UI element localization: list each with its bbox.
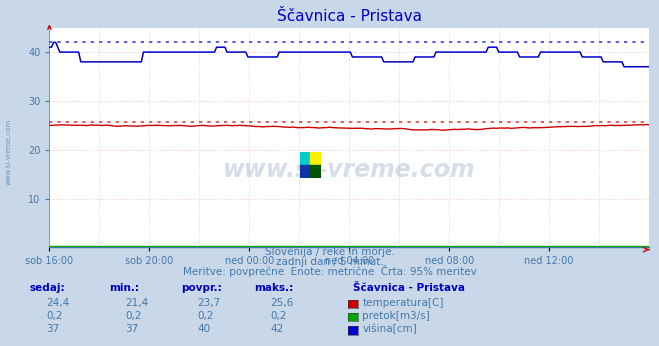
- Text: sedaj:: sedaj:: [30, 283, 65, 293]
- Text: Slovenija / reke in morje.: Slovenija / reke in morje.: [264, 247, 395, 257]
- Bar: [310, 165, 321, 178]
- Text: 37: 37: [125, 324, 138, 334]
- Text: 42: 42: [270, 324, 283, 334]
- Text: zadnji dan / 5 minut.: zadnji dan / 5 minut.: [275, 257, 384, 267]
- Text: 0,2: 0,2: [198, 311, 214, 321]
- Text: povpr.:: povpr.:: [181, 283, 222, 293]
- Bar: [300, 152, 310, 165]
- Text: maks.:: maks.:: [254, 283, 293, 293]
- Text: 0,2: 0,2: [46, 311, 63, 321]
- Text: 40: 40: [198, 324, 211, 334]
- Text: 25,6: 25,6: [270, 298, 293, 308]
- Title: Ščavnica - Pristava: Ščavnica - Pristava: [277, 9, 422, 24]
- Text: 0,2: 0,2: [125, 311, 142, 321]
- Text: Ščavnica - Pristava: Ščavnica - Pristava: [353, 283, 465, 293]
- Text: min.:: min.:: [109, 283, 139, 293]
- Text: Meritve: povprečne  Enote: metrične  Črta: 95% meritev: Meritve: povprečne Enote: metrične Črta:…: [183, 265, 476, 277]
- Text: www.si-vreme.com: www.si-vreme.com: [223, 158, 476, 182]
- Text: 37: 37: [46, 324, 59, 334]
- Text: 23,7: 23,7: [198, 298, 221, 308]
- Text: www.si-vreme.com: www.si-vreme.com: [5, 119, 12, 185]
- Text: temperatura[C]: temperatura[C]: [362, 298, 444, 308]
- Text: 0,2: 0,2: [270, 311, 287, 321]
- Bar: [300, 165, 310, 178]
- Bar: [310, 152, 321, 165]
- Text: višina[cm]: višina[cm]: [362, 324, 417, 334]
- Text: 21,4: 21,4: [125, 298, 148, 308]
- Text: 24,4: 24,4: [46, 298, 69, 308]
- Text: pretok[m3/s]: pretok[m3/s]: [362, 311, 430, 321]
